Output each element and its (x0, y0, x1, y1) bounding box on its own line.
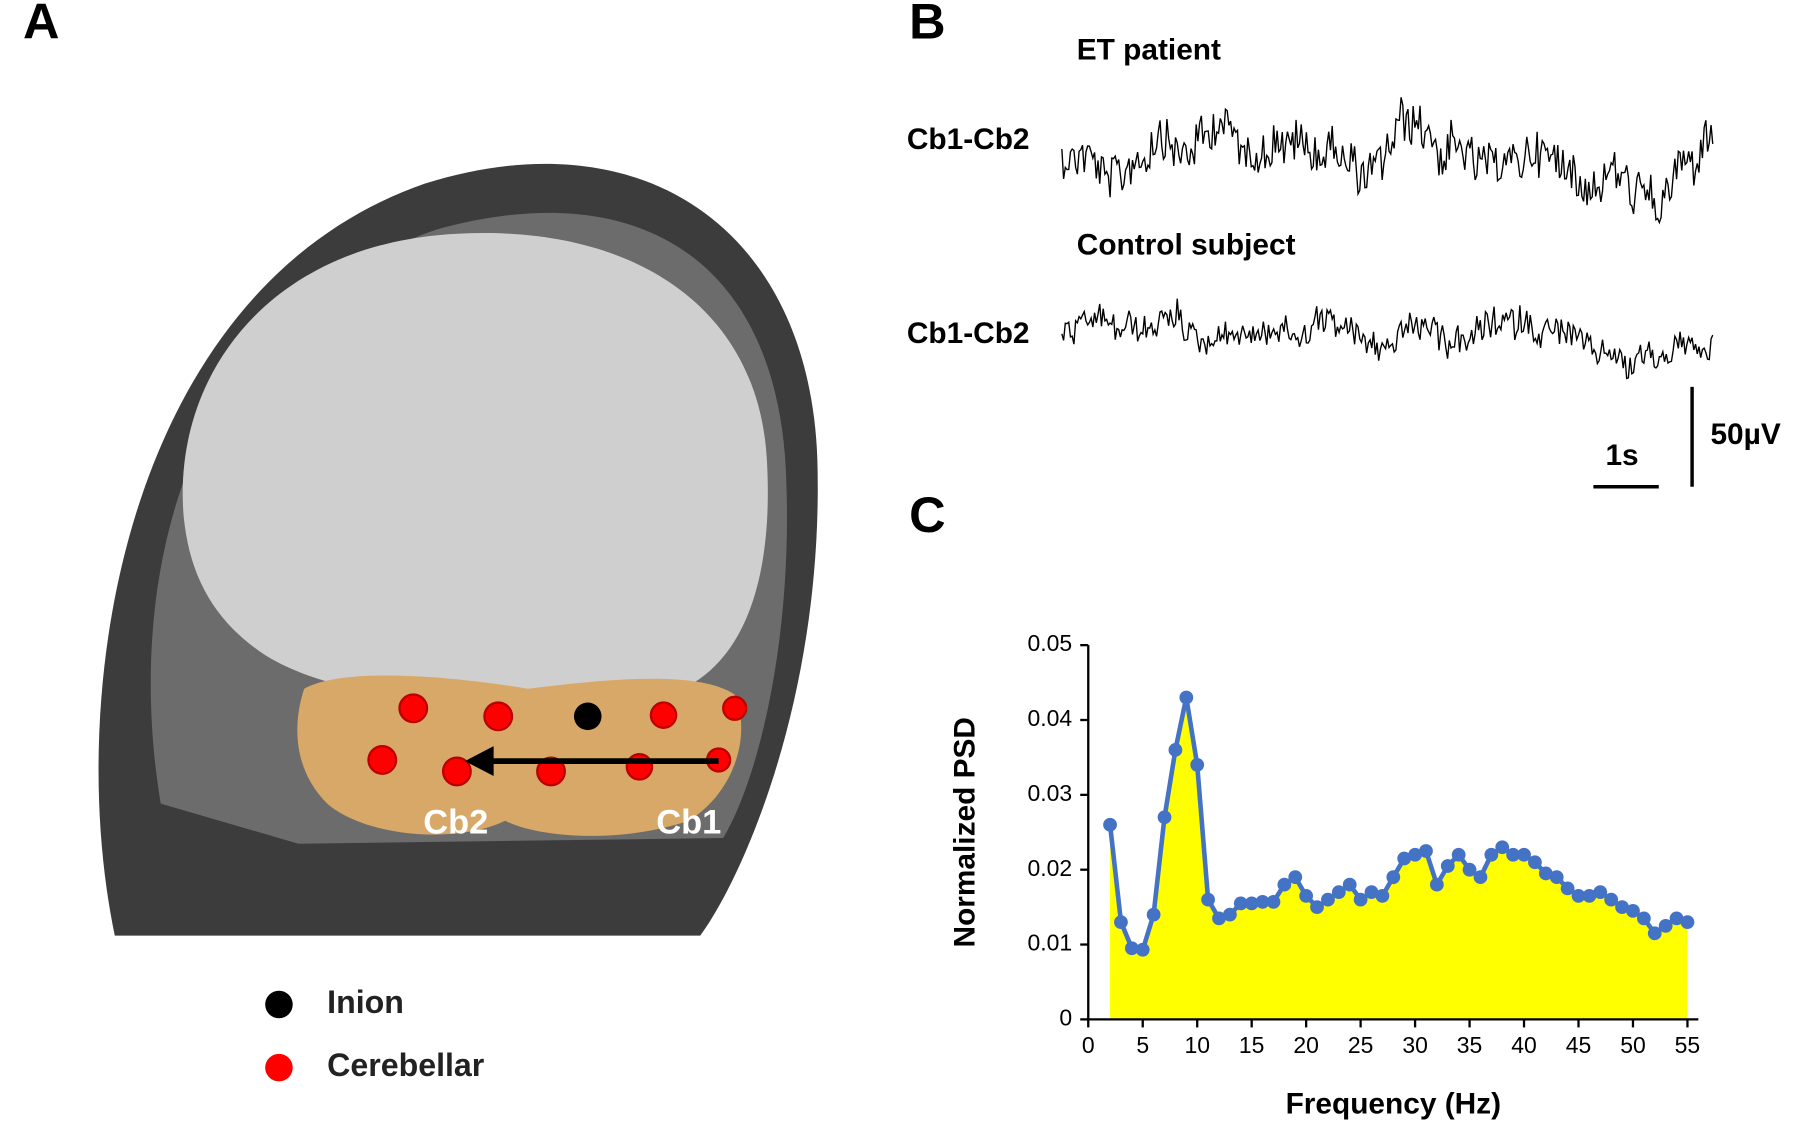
point (1571, 889, 1586, 903)
point (1201, 892, 1215, 907)
y-tick-label: 0.03 (1028, 780, 1073, 806)
point (1538, 866, 1553, 881)
point (1484, 847, 1499, 862)
point (1321, 892, 1335, 907)
panel-label: C (909, 486, 945, 543)
point (1397, 851, 1412, 866)
x-tick-label: 40 (1511, 1032, 1537, 1058)
y-tick-label: 0.05 (1028, 630, 1073, 656)
channel-label: Cb1-Cb2 (907, 317, 1030, 350)
point (1375, 889, 1390, 903)
x-axis-label: Frequency (Hz) (1286, 1087, 1501, 1120)
point (1255, 894, 1270, 909)
panel-label: B (909, 0, 945, 50)
point (1647, 926, 1662, 941)
eeg-trace (1061, 298, 1714, 380)
point (1168, 743, 1183, 757)
point (1680, 915, 1695, 929)
point (1135, 942, 1150, 957)
x-tick-label: 0 (1082, 1032, 1095, 1058)
point (1364, 885, 1379, 900)
y-tick-label: 0.02 (1028, 855, 1073, 881)
point (1419, 844, 1433, 858)
point (1157, 810, 1172, 825)
point (1190, 758, 1205, 772)
point (1440, 859, 1455, 873)
x-tick-label: 35 (1457, 1032, 1483, 1058)
point (1353, 892, 1368, 907)
x-tick-label: 25 (1348, 1032, 1374, 1058)
trace-title: ET patient (1077, 34, 1221, 67)
legend-swatch (265, 990, 293, 1019)
point (1233, 896, 1248, 911)
x-tick-label: 45 (1566, 1032, 1592, 1058)
x-tick-label: 55 (1675, 1032, 1701, 1058)
point (1528, 855, 1542, 870)
channel-label: Cb1-Cb2 (907, 123, 1030, 156)
point (1506, 847, 1521, 862)
point (1310, 900, 1324, 915)
point (1103, 817, 1117, 832)
electrode-label: Cb1 (656, 803, 721, 841)
point (1669, 911, 1684, 926)
point (1604, 892, 1619, 907)
amplitude-scale-label: 50µV (1710, 418, 1780, 451)
time-scale-label: 1s (1605, 439, 1638, 472)
x-tick-label: 20 (1293, 1032, 1319, 1058)
point (1462, 862, 1477, 877)
point (1146, 907, 1161, 922)
point (1212, 911, 1226, 926)
x-tick-label: 30 (1402, 1032, 1428, 1058)
point (1244, 896, 1259, 911)
point (1451, 847, 1466, 862)
x-tick-label: 10 (1184, 1032, 1210, 1058)
legend-swatch (265, 1053, 293, 1082)
y-tick-label: 0 (1059, 1004, 1072, 1030)
trace-title: Control subject (1077, 229, 1296, 262)
psd-chart: 0 0.01 0.02 0.03 0.04 0.05 0 5 10 15 20 25 30 35 40 45 5… (948, 630, 1700, 1120)
point (1495, 840, 1510, 855)
point (1517, 847, 1531, 862)
legend-label: Inion (327, 984, 404, 1020)
point (1429, 877, 1444, 892)
y-tick-label: 0.01 (1028, 930, 1073, 956)
electrode-label: Cb2 (423, 803, 488, 841)
x-tick-label: 15 (1239, 1032, 1265, 1058)
y-axis-label: Normalized PSD (948, 717, 981, 947)
eeg-trace (1061, 97, 1714, 225)
panel-label: A (23, 0, 59, 50)
x-tick-label: 5 (1136, 1032, 1149, 1058)
point (1560, 881, 1575, 896)
point (1582, 889, 1597, 903)
point (1549, 870, 1564, 885)
point (1277, 877, 1292, 892)
point (1331, 885, 1346, 900)
point (1299, 889, 1314, 903)
point (1593, 885, 1608, 900)
point (1288, 870, 1303, 885)
point (1408, 847, 1422, 862)
head-illustration (98, 163, 818, 936)
legend-label: Cerebellar (327, 1047, 485, 1083)
x-tick-label: 50 (1620, 1032, 1646, 1058)
y-tick-label: 0.04 (1028, 705, 1073, 731)
point (1124, 941, 1139, 956)
point (1179, 690, 1194, 705)
point (1223, 907, 1237, 922)
point (1658, 918, 1673, 933)
point (1615, 900, 1629, 915)
area (1110, 697, 1688, 1020)
point (1342, 877, 1357, 892)
point (1626, 903, 1640, 918)
point (1473, 870, 1488, 885)
point (1114, 915, 1128, 929)
point (1266, 894, 1281, 909)
point (1636, 911, 1651, 926)
point (1386, 870, 1401, 885)
